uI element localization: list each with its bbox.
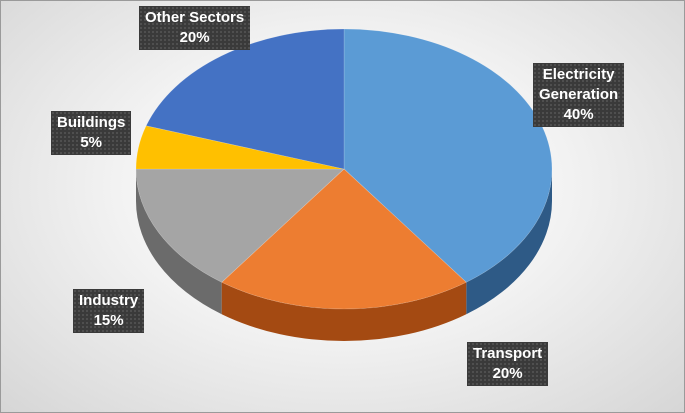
label-buildings-line1: Buildings [57, 114, 126, 131]
slice-side-industry [136, 169, 222, 315]
label-industry: Industry 15% [73, 289, 145, 333]
label-transport: Transport 20% [467, 342, 549, 386]
label-industry-value: 15% [93, 312, 124, 329]
slice-transport [221, 168, 467, 310]
label-transport-line1: Transport [473, 345, 543, 362]
label-other-sectors-line1: Other Sectors [145, 9, 245, 26]
label-buildings-value: 5% [80, 134, 102, 151]
label-industry-line1: Industry [79, 292, 139, 309]
slice-industry [135, 168, 345, 283]
label-electricity-generation-line2: Generation [539, 86, 619, 103]
label-electricity-generation-line1: Electricity [542, 66, 615, 83]
label-electricity-generation: Electricity Generation 40% [533, 63, 625, 127]
label-transport-value: 20% [492, 365, 523, 382]
slice-side-electricity-generation [466, 169, 552, 315]
slice-buildings [135, 125, 345, 170]
slice-side-transport [221, 282, 467, 341]
label-electricity-generation-value: 40% [563, 106, 594, 123]
slice-other-sectors [145, 28, 345, 170]
label-buildings: Buildings 5% [51, 111, 132, 155]
label-other-sectors-value: 20% [179, 29, 210, 46]
label-other-sectors: Other Sectors 20% [139, 6, 251, 50]
